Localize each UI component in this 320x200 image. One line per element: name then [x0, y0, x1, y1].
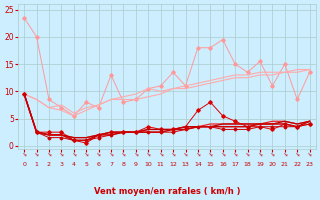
- Text: →: →: [95, 150, 102, 157]
- Text: →: →: [145, 150, 152, 157]
- Text: →: →: [281, 150, 288, 157]
- Text: →: →: [45, 150, 52, 157]
- Text: →: →: [33, 150, 40, 157]
- Text: →: →: [257, 150, 263, 157]
- Text: →: →: [83, 150, 90, 157]
- Text: →: →: [306, 150, 313, 157]
- X-axis label: Vent moyen/en rafales ( km/h ): Vent moyen/en rafales ( km/h ): [94, 187, 240, 196]
- Text: →: →: [207, 150, 214, 157]
- Text: →: →: [132, 150, 139, 157]
- Text: →: →: [294, 150, 300, 157]
- Text: →: →: [108, 150, 115, 157]
- Text: →: →: [70, 150, 77, 157]
- Text: →: →: [170, 150, 177, 157]
- Text: →: →: [157, 150, 164, 157]
- Text: →: →: [182, 150, 189, 157]
- Text: →: →: [120, 150, 127, 157]
- Text: →: →: [195, 150, 201, 157]
- Text: →: →: [58, 150, 65, 157]
- Text: →: →: [232, 150, 239, 157]
- Text: →: →: [21, 150, 28, 157]
- Text: →: →: [269, 150, 276, 157]
- Text: →: →: [219, 150, 226, 157]
- Text: →: →: [244, 150, 251, 157]
